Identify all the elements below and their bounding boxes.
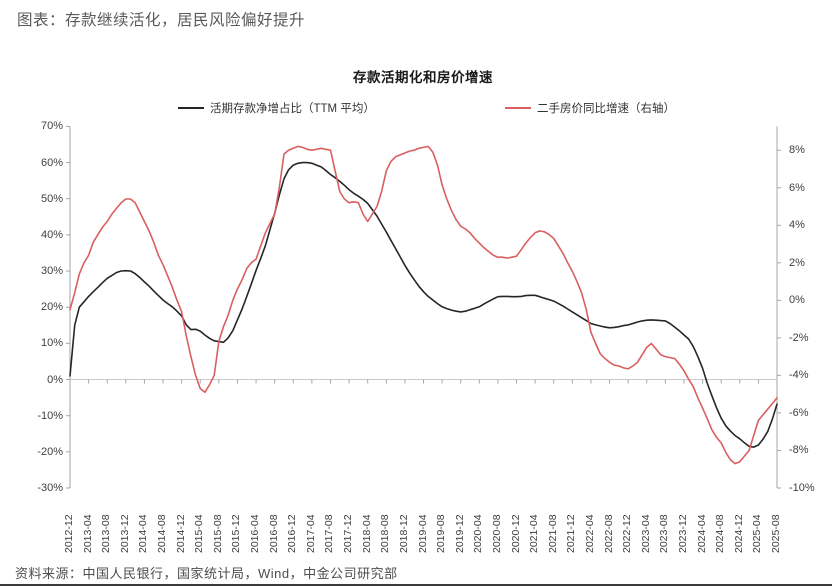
- y-axis-left-tick-label: -10%: [37, 409, 63, 422]
- x-axis-tick-label: 2024-12: [732, 514, 745, 553]
- legend-item-demand-deposit: 活期存款净增占比（TTM 平均）: [178, 100, 375, 116]
- y-axis-left-tick-label: 10%: [40, 337, 63, 350]
- y-axis-left-tick-label: 70%: [40, 120, 63, 133]
- legend-label: 活期存款净增占比（TTM 平均）: [210, 103, 375, 115]
- x-axis-tick-label: 2020-12: [509, 514, 522, 553]
- x-axis-tick-label: 2014-04: [137, 514, 150, 553]
- x-axis-tick-label: 2019-08: [435, 514, 448, 553]
- x-axis-tick-label: 2018-04: [360, 514, 373, 553]
- x-axis-tick-label: 2014-12: [174, 514, 187, 553]
- x-axis-tick-label: 2016-12: [286, 514, 299, 553]
- x-axis-tick-label: 2018-12: [397, 514, 410, 553]
- x-axis-tick-label: 2013-04: [81, 514, 94, 553]
- series-line-demand-deposit: [69, 161, 778, 448]
- legend-item-housing-price: 二手房价同比增速（右轴）: [505, 100, 675, 116]
- x-axis-tick-label: 2023-04: [639, 514, 652, 553]
- x-axis-tick-label: 2020-04: [472, 514, 485, 553]
- x-axis-tick-label: 2013-08: [100, 514, 113, 553]
- x-axis-tick-label: 2019-12: [453, 514, 466, 553]
- y-axis-right-tick-label: -8%: [789, 444, 809, 457]
- y-axis-left-tick-label: 50%: [40, 192, 63, 205]
- x-axis-tick-label: 2021-12: [565, 514, 578, 553]
- chart-title: 存款活期化和房价增速: [353, 70, 493, 85]
- x-axis-tick-label: 2024-08: [714, 514, 727, 553]
- x-axis-tick-label: 2017-12: [342, 514, 355, 553]
- x-axis-tick-label: 2023-08: [658, 514, 671, 553]
- legend-label: 二手房价同比增速（右轴）: [537, 103, 675, 115]
- red-line-legend-swatch-icon: [505, 107, 531, 109]
- y-axis-left-tick-label: 40%: [40, 228, 63, 241]
- y-axis-right-tick-label: 4%: [789, 219, 805, 232]
- x-axis-tick-label: 2021-04: [528, 514, 541, 553]
- page-bottom-border: [0, 584, 832, 586]
- x-axis-tick-label: 2020-08: [490, 514, 503, 553]
- y-axis-left-tick-label: 60%: [40, 156, 63, 169]
- x-axis-tick-label: 2016-04: [249, 514, 262, 553]
- x-axis-tick-label: 2022-12: [621, 514, 634, 553]
- y-axis-left-tick-label: -30%: [37, 482, 63, 494]
- black-line-legend-swatch-icon: [178, 107, 204, 109]
- y-axis-left-tick-label: 30%: [40, 265, 63, 278]
- x-axis-tick-label: 2019-04: [416, 514, 429, 553]
- x-axis-tick-label: 2015-04: [193, 514, 206, 553]
- x-axis-tick-label: 2021-08: [546, 514, 559, 553]
- x-axis-tick-label: 2018-08: [379, 514, 392, 553]
- y-axis-left-tick-label: 0%: [47, 373, 63, 386]
- y-axis-right-tick-label: -6%: [789, 406, 809, 419]
- y-axis-left-tick-label: 20%: [40, 301, 63, 314]
- x-axis-tick-label: 2022-04: [583, 514, 596, 553]
- y-axis-right-tick-label: -10%: [789, 482, 815, 494]
- x-axis-tick-label: 2015-12: [230, 514, 243, 553]
- x-axis-tick-label: 2025-04: [751, 514, 764, 553]
- x-axis-tick-label: 2022-08: [602, 514, 615, 553]
- source-note: 资料来源：中国人民银行，国家统计局，Wind，中金公司研究部: [15, 566, 398, 581]
- series-line-housing-price: [69, 145, 778, 465]
- x-axis-tick-label: 2015-08: [211, 514, 224, 553]
- x-axis-tick-label: 2017-04: [304, 514, 317, 553]
- page-title: 图表：存款继续活化，居民风险偏好提升: [17, 12, 306, 29]
- x-axis-tick-label: 2016-08: [267, 514, 280, 553]
- y-axis-right-tick-label: 8%: [789, 144, 805, 157]
- y-axis-right-tick-label: -2%: [789, 331, 809, 344]
- y-axis-right-tick-label: -4%: [789, 369, 809, 382]
- x-axis-tick-label: 2012-12: [63, 514, 75, 553]
- x-axis-tick-label: 2017-08: [323, 514, 336, 553]
- x-axis-tick-label: 2025-08: [770, 514, 782, 553]
- x-axis-tick-label: 2014-08: [156, 514, 169, 553]
- x-axis-tick-label: 2024-04: [695, 514, 708, 553]
- x-axis-tick-label: 2023-12: [676, 514, 689, 553]
- y-axis-right-tick-label: 6%: [789, 181, 805, 194]
- x-axis-tick-label: 2013-12: [118, 514, 131, 553]
- y-axis-right-tick-label: 0%: [789, 294, 805, 307]
- y-axis-left-tick-label: -20%: [37, 445, 63, 458]
- y-axis-right-tick-label: 2%: [789, 256, 805, 269]
